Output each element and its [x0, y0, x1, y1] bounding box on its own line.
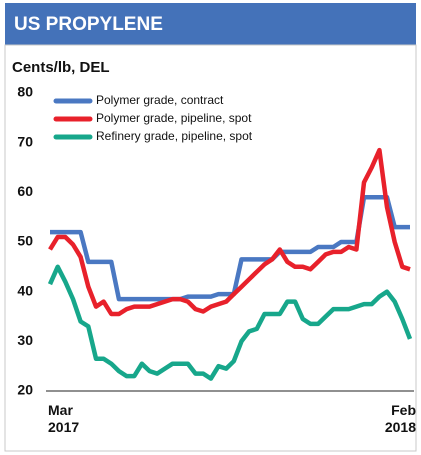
y-tick-label: 60 — [17, 183, 33, 199]
legend-label: Refinery grade, pipeline, spot — [96, 129, 253, 143]
y-tick-label: 80 — [17, 84, 33, 100]
x-tick-label: Feb 2018 — [384, 402, 416, 435]
legend-label: Polymer grade, pipeline, spot — [96, 111, 252, 125]
y-tick-label: 20 — [17, 382, 33, 398]
y-tick-label: 40 — [17, 282, 33, 298]
y-axis-label: Cents/lb, DEL — [12, 59, 110, 76]
frame — [4, 44, 417, 452]
header-bar — [5, 3, 416, 45]
x-tick-label: Mar 2017 — [48, 402, 80, 435]
legend-label: Polymer grade, contract — [96, 93, 224, 107]
y-tick-label: 50 — [17, 233, 33, 249]
y-tick-label: 70 — [17, 133, 33, 149]
chart-title: US PROPYLENE — [14, 14, 163, 35]
series-line — [48, 147, 411, 317]
series-line — [50, 195, 410, 302]
y-tick-label: 30 — [17, 332, 33, 348]
series-line — [47, 264, 413, 381]
